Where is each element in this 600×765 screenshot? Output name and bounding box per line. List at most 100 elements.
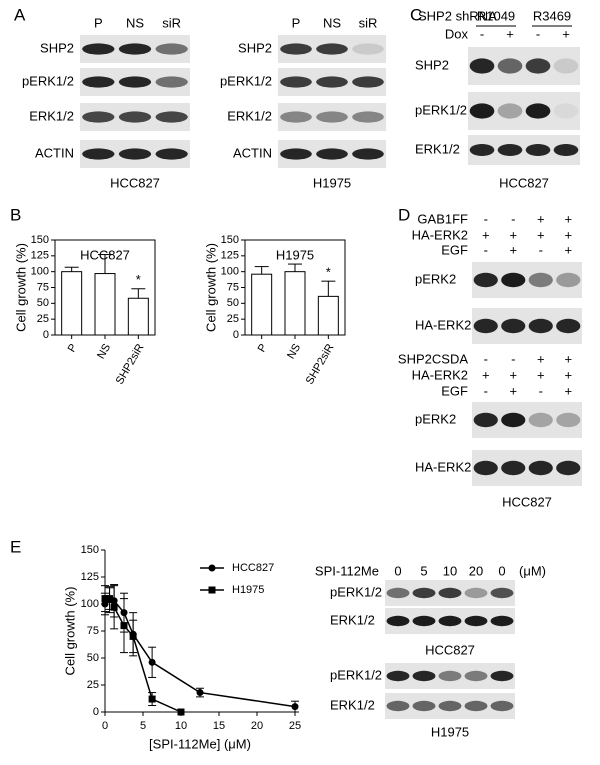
marker [148,658,156,666]
sign: - [539,242,543,257]
row-label: pERK1/2 [415,102,467,117]
clone-label: R3469 [533,8,571,23]
panel-label: A [14,5,26,24]
blot-band [528,318,553,334]
y-tick-label: 25 [227,313,239,325]
row-label: pERK1/2 [330,584,382,599]
sign: + [564,227,572,242]
blot-band [155,43,188,55]
blot-band [280,76,312,88]
significance-mark: * [326,265,331,280]
bar [284,271,306,336]
lane-label: P [94,15,103,30]
blot-strip [278,103,386,131]
row-label: ERK1/2 [415,141,460,156]
blot-band [528,412,553,428]
blot-band [316,148,348,160]
x-tick-label: P [66,342,80,354]
blot-band [525,144,551,156]
marker [208,564,216,572]
blot-band [82,76,115,88]
y-tick-label: 150 [31,234,49,246]
sign: + [482,227,490,242]
blot-band [316,76,348,88]
blot-band [556,272,581,288]
dose: 20 [469,563,483,578]
blot-band [118,76,152,88]
row-label: ERK1/2 [227,108,272,123]
blot-band [352,111,384,123]
blot-band [155,76,188,88]
y-tick-label: 0 [43,329,49,341]
blot-band [473,318,498,334]
blot-band [556,318,581,334]
sign: + [509,383,517,398]
shrna-label: SHP2 shRNA [418,8,497,23]
blot-band [352,148,384,160]
blot-band [497,58,523,74]
y-tick-label: 0 [233,329,239,341]
blot-band [352,76,384,88]
row-label: pERK1/2 [22,73,74,88]
row-label: SHP2 [415,57,449,72]
y-tick-label: 50 [227,297,239,309]
blot-band [553,103,579,119]
y-tick-label: 50 [37,297,49,309]
blot-band [464,615,488,627]
dose: 0 [394,563,401,578]
x-tick-label: 5 [140,720,146,732]
row-label: pERK2 [415,411,456,426]
marker [106,595,114,603]
lane-label: NS [323,15,341,30]
blot-band [386,670,410,682]
marker [129,632,137,640]
y-tick-label: 150 [81,544,99,556]
row-label: ACTIN [35,145,74,160]
blot-band [155,111,188,123]
y-tick-label: 125 [221,250,239,262]
sign: - [511,351,515,366]
blot-band [528,272,553,288]
row-label: HA-ERK2 [415,317,471,332]
y-tick-label: 150 [221,234,239,246]
condition-label: GAB1FF [417,211,468,226]
row-label: SHP2 [238,40,272,55]
condition-label: EGF [441,242,468,257]
y-axis-label: Cell growth (%) [62,587,77,676]
blot-band [556,460,581,476]
blot-band [412,670,436,682]
y-tick-label: 100 [81,598,99,610]
row-label: ERK1/2 [330,612,375,627]
blot-band [473,460,498,476]
blot-band [352,43,384,55]
blot-band [280,148,312,160]
cell-line: HCC827 [425,642,475,657]
blot-band [469,58,495,74]
sign: + [564,383,572,398]
treatment-label: SPI-112Me [315,563,379,578]
blot-band [438,700,462,712]
marker [208,586,216,594]
bar [251,273,273,336]
condition-label: HA-ERK2 [412,227,468,242]
clone-label: R1049 [477,8,515,23]
blot-band [386,615,410,627]
blot-band [553,144,579,156]
sign: + [509,227,517,242]
blot-band [412,587,436,599]
condition-label: SHP2CSDA [398,351,468,366]
sign: - [484,211,488,226]
blot-band [553,58,579,74]
series-line [105,597,182,713]
sign: + [564,211,572,226]
cell-line: HCC827 [110,175,160,190]
marker [101,595,109,603]
blot-band [556,412,581,428]
blot-band [490,670,514,682]
y-tick-label: 75 [37,281,49,293]
lane-label: siR [162,15,181,30]
x-tick-label: SHP2siR [114,342,147,387]
marker [177,708,185,716]
blot-band [464,700,488,712]
